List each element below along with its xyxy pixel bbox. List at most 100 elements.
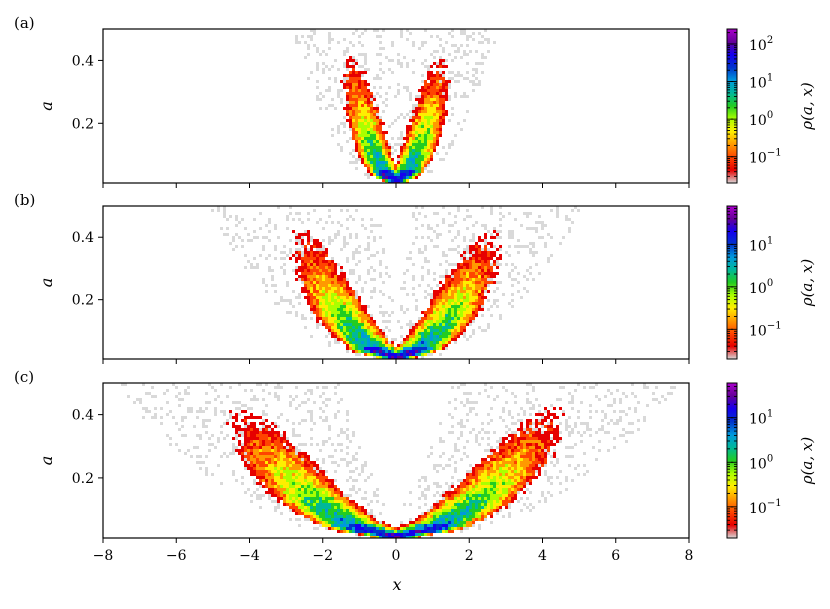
heatmap-cell bbox=[406, 65, 409, 68]
heatmap-cell bbox=[406, 158, 409, 161]
heatmap-cell bbox=[382, 332, 385, 335]
heatmap-cell bbox=[382, 137, 385, 140]
heatmap-cell bbox=[529, 266, 532, 269]
heatmap-cell bbox=[388, 344, 391, 347]
heatmap-cell bbox=[184, 416, 187, 419]
heatmap-cell bbox=[367, 236, 370, 239]
heatmap-cell bbox=[421, 320, 424, 323]
heatmap-cell bbox=[271, 464, 274, 467]
heatmap-cell bbox=[403, 152, 406, 155]
heatmap-cell bbox=[466, 35, 469, 38]
heatmap-cell bbox=[379, 356, 382, 359]
heatmap-cell bbox=[451, 77, 454, 80]
heatmap-cell bbox=[241, 443, 244, 446]
heatmap-cell bbox=[388, 296, 391, 299]
heatmap-cell bbox=[379, 122, 382, 125]
heatmap-cell bbox=[469, 308, 472, 311]
heatmap-cell bbox=[433, 140, 436, 143]
heatmap-cell bbox=[400, 176, 403, 179]
heatmap-cell bbox=[433, 272, 436, 275]
heatmap-cell bbox=[490, 485, 493, 488]
heatmap-cell bbox=[319, 278, 322, 281]
heatmap-cell bbox=[367, 146, 370, 149]
heatmap-cell bbox=[361, 155, 364, 158]
heatmap-cell bbox=[532, 251, 535, 254]
heatmap-cell bbox=[319, 488, 322, 491]
heatmap-cell bbox=[421, 107, 424, 110]
heatmap-cell bbox=[472, 428, 475, 431]
heatmap-cell bbox=[145, 392, 148, 395]
heatmap-cell bbox=[217, 464, 220, 467]
heatmap-cell bbox=[352, 296, 355, 299]
heatmap-cell bbox=[391, 344, 394, 347]
heatmap-cell bbox=[421, 356, 424, 359]
heatmap-cell bbox=[250, 458, 253, 461]
heatmap-cell bbox=[448, 224, 451, 227]
heatmap-cell bbox=[448, 527, 451, 530]
heatmap-cell bbox=[409, 350, 412, 353]
heatmap-cell bbox=[373, 158, 376, 161]
heatmap-cell bbox=[271, 455, 274, 458]
heatmap-cell bbox=[442, 308, 445, 311]
heatmap-cell bbox=[307, 272, 310, 275]
heatmap-cell bbox=[424, 116, 427, 119]
heatmap-cell bbox=[226, 233, 229, 236]
heatmap-cell bbox=[475, 68, 478, 71]
heatmap-cell bbox=[508, 410, 511, 413]
heatmap-cell bbox=[499, 476, 502, 479]
heatmap-cell bbox=[406, 341, 409, 344]
heatmap-cell bbox=[478, 236, 481, 239]
heatmap-cell bbox=[313, 296, 316, 299]
heatmap-cell bbox=[493, 479, 496, 482]
heatmap-cell bbox=[274, 494, 277, 497]
heatmap-cell bbox=[307, 281, 310, 284]
heatmap-cell bbox=[466, 62, 469, 65]
heatmap-cell bbox=[280, 266, 283, 269]
heatmap-cell bbox=[373, 107, 376, 110]
heatmap-cell bbox=[274, 458, 277, 461]
heatmap-cell bbox=[361, 512, 364, 515]
heatmap-cell bbox=[289, 443, 292, 446]
heatmap-cell bbox=[454, 506, 457, 509]
heatmap-cell bbox=[361, 224, 364, 227]
heatmap-cell bbox=[445, 515, 448, 518]
heatmap-cell bbox=[331, 518, 334, 521]
heatmap-cell bbox=[499, 224, 502, 227]
heatmap-cell bbox=[502, 491, 505, 494]
heatmap-cell bbox=[331, 284, 334, 287]
heatmap-cell bbox=[325, 485, 328, 488]
heatmap-cell bbox=[367, 68, 370, 71]
heatmap-cell bbox=[484, 329, 487, 332]
heatmap-cell bbox=[331, 134, 334, 137]
heatmap-cell bbox=[316, 503, 319, 506]
heatmap-cell bbox=[430, 335, 433, 338]
heatmap-cell bbox=[352, 305, 355, 308]
heatmap-cell bbox=[424, 257, 427, 260]
heatmap-cell bbox=[325, 503, 328, 506]
heatmap-cell bbox=[313, 251, 316, 254]
heatmap-cell bbox=[361, 125, 364, 128]
heatmap-cell bbox=[451, 515, 454, 518]
heatmap-cell bbox=[316, 308, 319, 311]
heatmap-cell bbox=[397, 530, 400, 533]
heatmap-cell bbox=[271, 482, 274, 485]
heatmap-cell bbox=[427, 332, 430, 335]
heatmap-cell bbox=[451, 59, 454, 62]
heatmap-cell bbox=[445, 314, 448, 317]
heatmap-cell bbox=[364, 68, 367, 71]
heatmap-cell bbox=[301, 290, 304, 293]
heatmap-cell bbox=[337, 131, 340, 134]
heatmap-cell bbox=[160, 416, 163, 419]
heatmap-cell bbox=[460, 287, 463, 290]
heatmap-cell bbox=[496, 512, 499, 515]
heatmap-cell bbox=[424, 353, 427, 356]
heatmap-cell bbox=[352, 269, 355, 272]
heatmap-cell bbox=[319, 497, 322, 500]
heatmap-cell bbox=[241, 458, 244, 461]
heatmap-cell bbox=[316, 296, 319, 299]
heatmap-cell bbox=[328, 512, 331, 515]
heatmap-cell bbox=[481, 35, 484, 38]
heatmap-cell bbox=[364, 110, 367, 113]
heatmap-cell bbox=[460, 317, 463, 320]
heatmap-cell bbox=[436, 116, 439, 119]
